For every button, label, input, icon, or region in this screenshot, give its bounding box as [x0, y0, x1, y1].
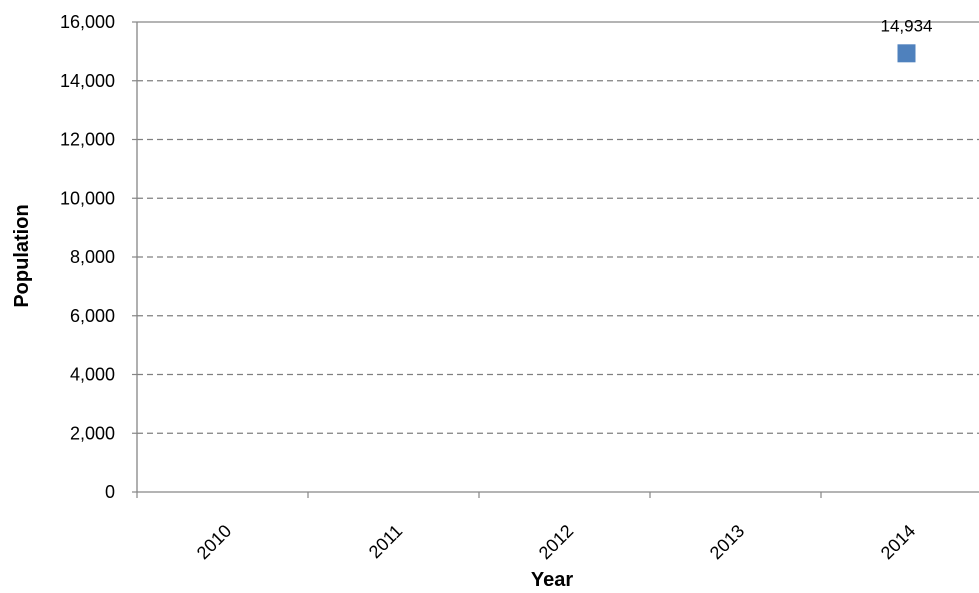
- y-tick-label: 12,000: [60, 130, 115, 150]
- y-tick-label: 6,000: [70, 306, 115, 326]
- y-tick-label: 16,000: [60, 12, 115, 32]
- y-tick-label: 4,000: [70, 365, 115, 385]
- x-tick-label: 2012: [535, 521, 577, 563]
- gridlines: [137, 21, 979, 434]
- data-point: [897, 44, 916, 63]
- x-tick-label: 2011: [365, 521, 407, 563]
- y-tick-label: 10,000: [60, 188, 115, 208]
- y-axis-ticks: 0 2,000 4,000 6,000 8,000 10,000 12,000 14,000 1…: [60, 12, 137, 502]
- y-tick-label: 8,000: [70, 247, 115, 267]
- data-label: 14,934: [881, 16, 933, 35]
- x-axis-ticks: 2010 2011 2012 2013 2014: [136, 492, 919, 563]
- x-tick-label: 2013: [706, 521, 748, 563]
- x-axis-title: Year: [531, 569, 573, 591]
- y-tick-label: 14,000: [60, 71, 115, 91]
- x-tick-label: 2014: [877, 521, 919, 563]
- data-points: 14,934: [881, 16, 933, 63]
- y-tick-label: 0: [105, 482, 115, 502]
- y-tick-label: 2,000: [70, 423, 115, 443]
- y-axis-title: Population: [11, 204, 33, 307]
- x-tick-label: 2010: [193, 521, 235, 563]
